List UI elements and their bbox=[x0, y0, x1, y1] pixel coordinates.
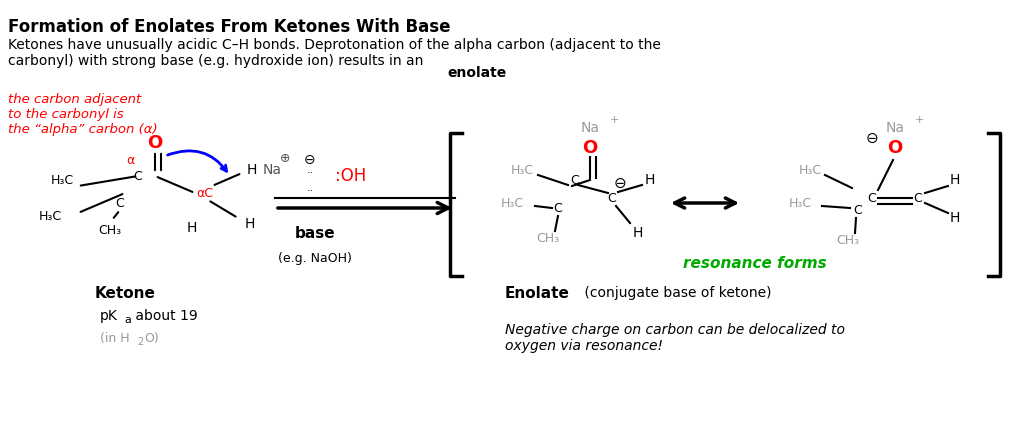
Text: C: C bbox=[134, 169, 142, 182]
Text: H₃C: H₃C bbox=[510, 164, 533, 177]
Text: about 19: about 19 bbox=[131, 309, 197, 323]
Text: C: C bbox=[853, 203, 863, 216]
Text: CH₃: CH₃ bbox=[98, 224, 122, 237]
Text: C: C bbox=[115, 197, 125, 210]
Text: C: C bbox=[570, 173, 579, 186]
Text: C: C bbox=[554, 202, 562, 215]
Text: H₃C: H₃C bbox=[798, 164, 822, 177]
Text: ⊖: ⊖ bbox=[866, 130, 878, 146]
Text: H: H bbox=[187, 221, 197, 235]
Text: Na: Na bbox=[580, 121, 600, 135]
Text: H₃C: H₃C bbox=[39, 210, 61, 223]
Text: α: α bbox=[126, 154, 134, 167]
Text: O: O bbox=[147, 134, 162, 152]
Text: O): O) bbox=[144, 332, 158, 345]
Text: H: H bbox=[633, 226, 643, 240]
Text: (e.g. NaOH): (e.g. NaOH) bbox=[278, 251, 352, 264]
Text: O: O bbox=[583, 139, 598, 157]
Text: αC: αC bbox=[196, 186, 214, 199]
Text: H: H bbox=[246, 163, 258, 177]
Text: Ketone: Ketone bbox=[95, 285, 155, 301]
Text: the carbon adjacent
to the carbonyl is
the “alpha” carbon (α): the carbon adjacent to the carbonyl is t… bbox=[8, 93, 157, 136]
Text: Na: Na bbox=[885, 121, 904, 135]
Text: ⊖: ⊖ bbox=[613, 176, 626, 190]
Text: H: H bbox=[645, 173, 655, 187]
Text: :OH: :OH bbox=[335, 167, 366, 185]
Text: pK: pK bbox=[100, 309, 118, 323]
Text: Negative charge on carbon can be delocalized to
oxygen via resonance!: Negative charge on carbon can be delocal… bbox=[505, 323, 845, 353]
Text: C: C bbox=[608, 191, 616, 204]
Text: (in H: (in H bbox=[100, 332, 130, 345]
Text: 2: 2 bbox=[137, 337, 143, 347]
Text: Ketones have unusually acidic C–H bonds. Deprotonation of the alpha carbon (adja: Ketones have unusually acidic C–H bonds.… bbox=[8, 38, 661, 68]
Text: Enolate: Enolate bbox=[505, 285, 570, 301]
Text: (conjugate base of ketone): (conjugate base of ketone) bbox=[580, 286, 772, 300]
Text: Formation of Enolates From Ketones With Base: Formation of Enolates From Ketones With … bbox=[8, 18, 451, 36]
Text: Na: Na bbox=[263, 163, 281, 177]
Text: H: H bbox=[245, 217, 256, 231]
Text: enolate: enolate bbox=[447, 66, 506, 80]
Text: ⊖: ⊖ bbox=[305, 153, 316, 167]
Text: ..: .. bbox=[307, 165, 314, 175]
Text: +: + bbox=[915, 115, 924, 125]
Text: H: H bbox=[949, 211, 961, 225]
Text: C: C bbox=[868, 191, 877, 204]
Text: C: C bbox=[914, 191, 923, 204]
Text: base: base bbox=[294, 225, 335, 241]
Text: +: + bbox=[609, 115, 618, 125]
Text: H₃C: H₃C bbox=[501, 197, 523, 210]
Text: a: a bbox=[124, 315, 131, 325]
Text: H₃C: H₃C bbox=[788, 197, 811, 210]
Text: H₃C: H₃C bbox=[50, 173, 74, 186]
Text: CH₃: CH₃ bbox=[537, 232, 560, 245]
Text: ⊕: ⊕ bbox=[280, 151, 290, 164]
Text: H: H bbox=[949, 173, 961, 187]
Text: O: O bbox=[887, 139, 902, 157]
Text: resonance forms: resonance forms bbox=[683, 255, 827, 271]
Text: CH₃: CH₃ bbox=[836, 233, 860, 246]
Text: ..: .. bbox=[307, 183, 314, 193]
